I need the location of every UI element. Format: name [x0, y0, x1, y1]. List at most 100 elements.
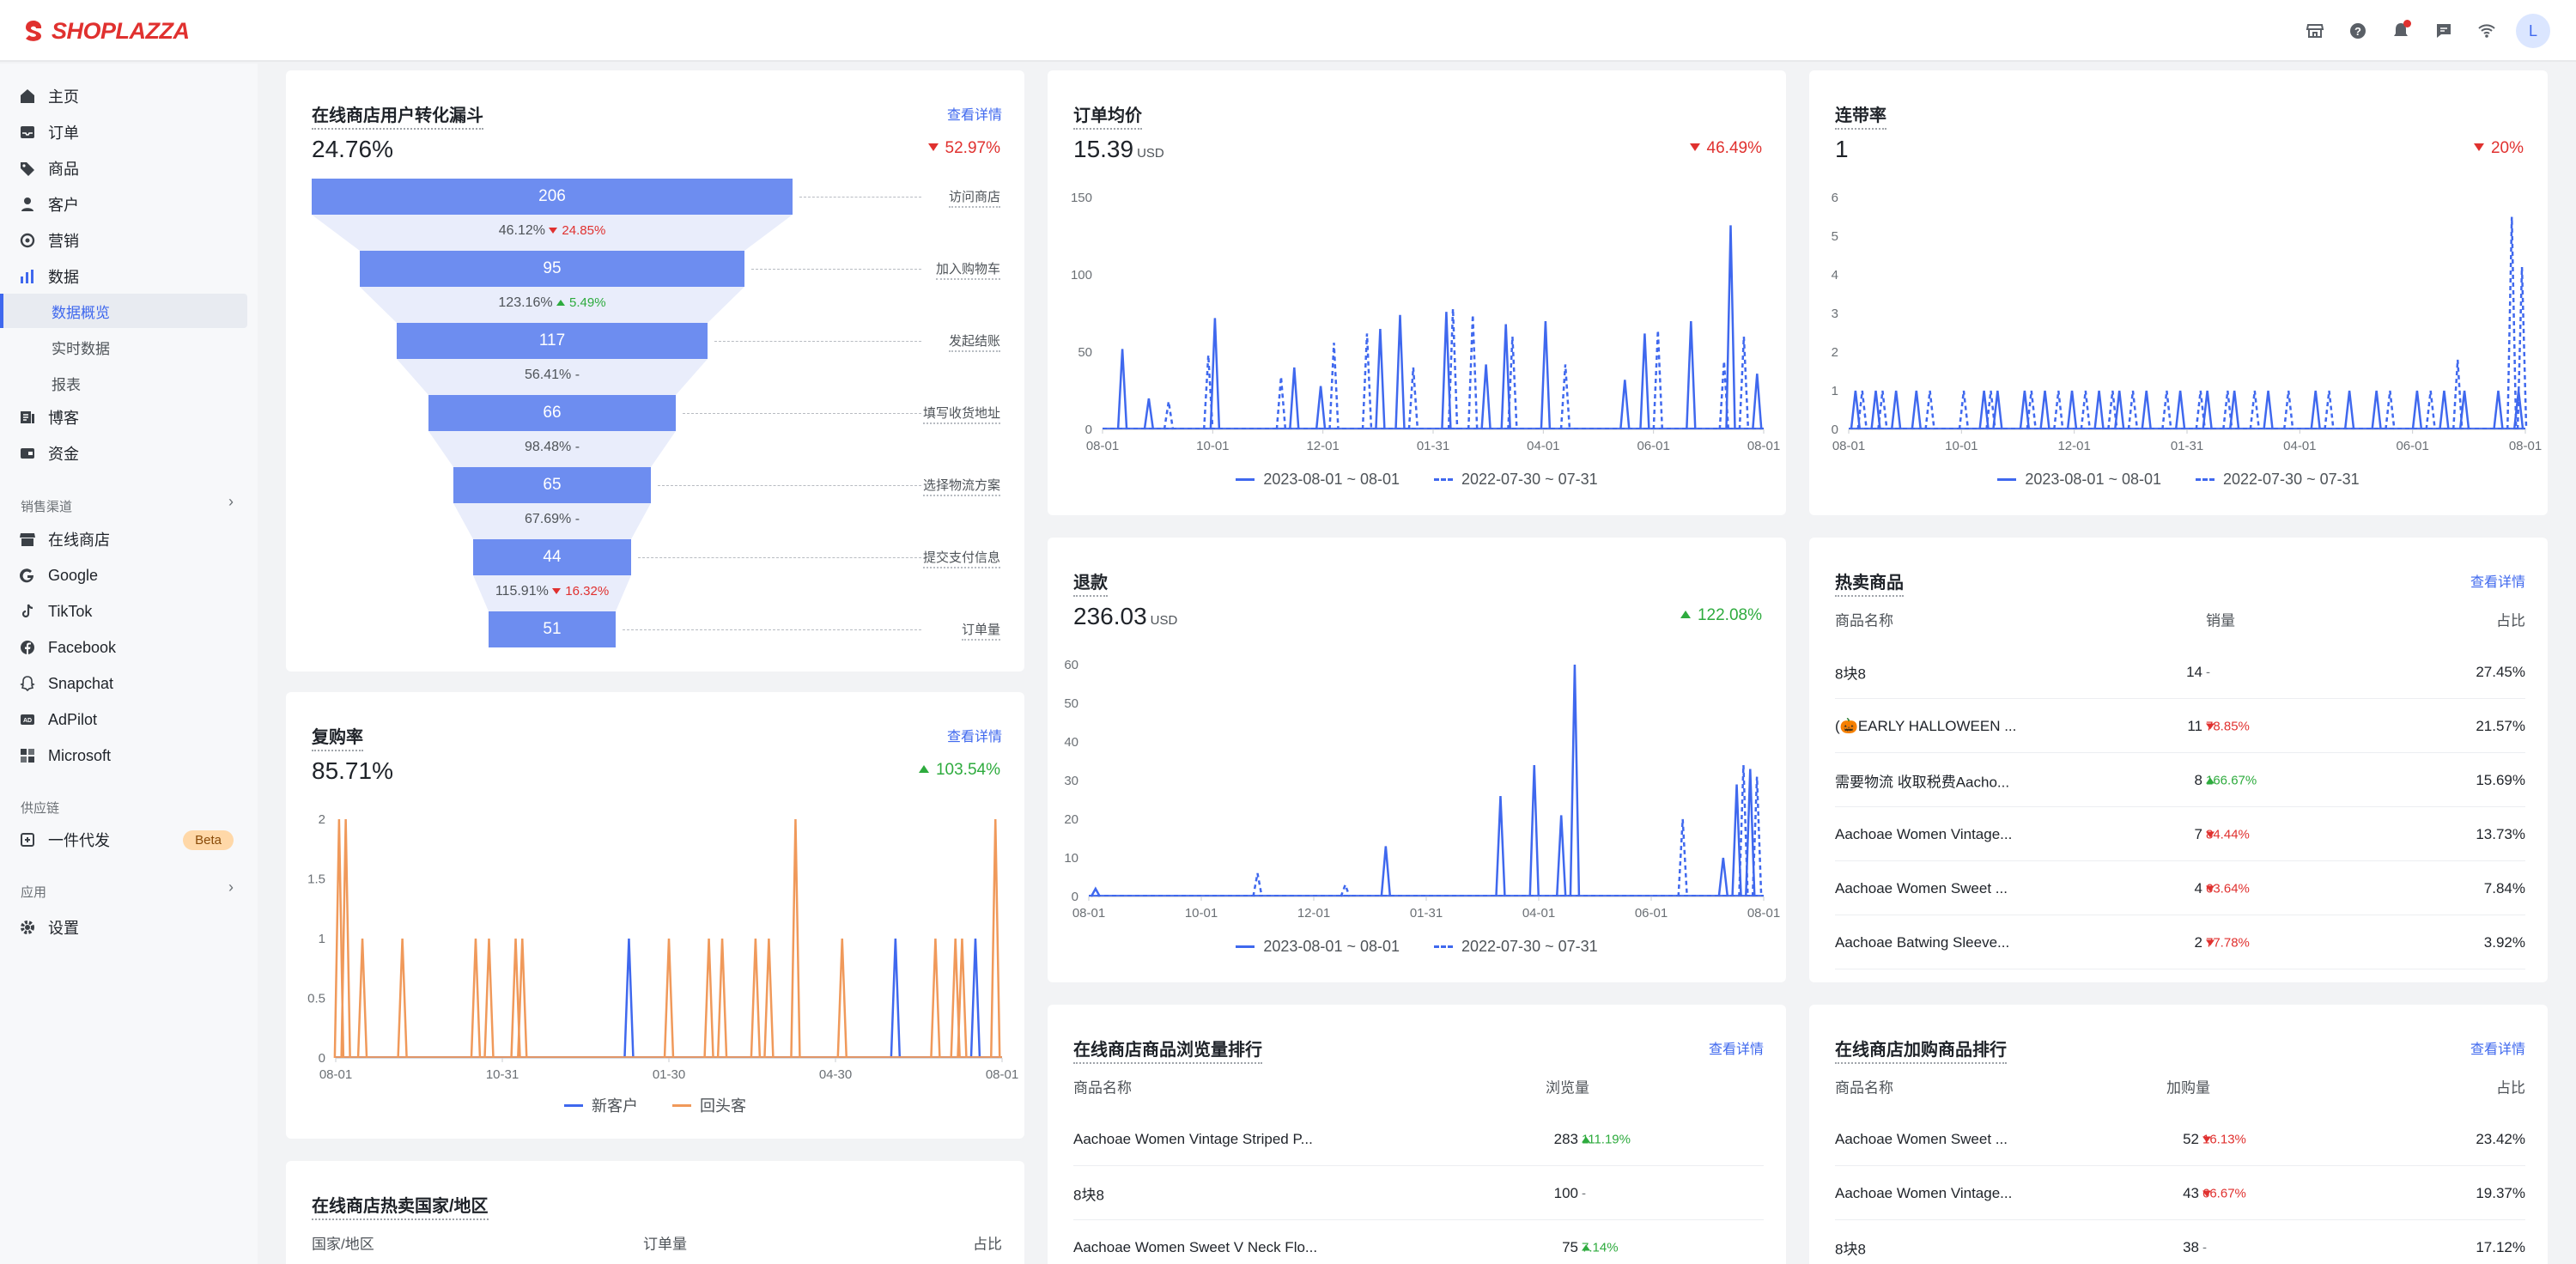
sidebar-item-customers[interactable]: 客户 [0, 187, 258, 222]
arrow-down-icon [2206, 939, 2215, 945]
sidebar: 主页 订单 商品 客户 营销 数据 数据概览 实时数据 报表 博客 资金 销售渠… [0, 64, 258, 1264]
series-peak [1677, 818, 1688, 897]
sidebar-sub-reports[interactable]: 报表 [52, 376, 81, 393]
repurchase-title[interactable]: 复购率 [312, 723, 363, 751]
sidebar-channel-microsoft[interactable]: Microsoft [0, 738, 258, 773]
table-row[interactable]: Aachoae Women Vintage Striped P... 283 111… [1073, 1113, 1764, 1166]
funnel-bar[interactable]: 66 [428, 395, 676, 431]
sidebar-channel-online-store[interactable]: 在线商店 [0, 522, 258, 556]
funnel-step-label: 加入购物车 [935, 259, 1000, 280]
series-peak [1528, 764, 1540, 897]
series-peak [2439, 390, 2450, 430]
y-tick-label: 1.5 [307, 872, 325, 887]
sidebar-item-home[interactable]: 主页 [0, 79, 258, 113]
help-icon[interactable]: ? [2344, 17, 2372, 45]
series-peak [2451, 359, 2464, 430]
funnel-bar[interactable]: 117 [397, 323, 708, 359]
series-peak [470, 938, 482, 1059]
series-peak [1163, 401, 1175, 430]
table-row[interactable]: Aachoae Batwing Sleeve... 2 77.78% 3.92% [1835, 916, 2525, 969]
table-row[interactable]: (🎃EARLY HALLOWEEN ... 11 78.85% 21.57% [1835, 700, 2525, 753]
table-row[interactable]: Aachoae Women Vintage... 7 84.44% 13.73% [1835, 808, 2525, 861]
sidebar-item-products[interactable]: 商品 [0, 151, 258, 185]
bell-icon[interactable] [2387, 17, 2415, 45]
sidebar-channel-google[interactable]: Google [0, 558, 258, 592]
y-tick-label: 40 [1064, 735, 1078, 750]
legend-previous-period[interactable]: 2022-07-30 ~ 07-31 [1434, 471, 1598, 489]
views-rank-view-details-link[interactable]: 查看详情 [1708, 1042, 1764, 1057]
y-tick-label: 20 [1064, 812, 1078, 827]
chevron-right-icon[interactable]: › [228, 878, 234, 896]
beta-badge: Beta [183, 830, 234, 850]
funnel-step-label: 提交支付信息 [922, 548, 1000, 568]
series-peak [1467, 314, 1479, 430]
refund-title[interactable]: 退款 [1073, 568, 1108, 597]
funnel-bar[interactable]: 95 [360, 251, 744, 287]
legend-previous-period[interactable]: 2022-07-30 ~ 07-31 [2196, 471, 2360, 489]
table-row[interactable]: 8块8 38-17.12% [1835, 1221, 2525, 1264]
aov-chart: 150 100 50 0 08-01 10-01 12-01 01-31 04-01 06-01 0… [1071, 191, 1780, 453]
sidebar-channel-tiktok[interactable]: TikTok [0, 594, 258, 629]
chevron-right-icon[interactable]: › [228, 493, 234, 510]
brand-logo[interactable]: SHOPLAZZA [21, 15, 190, 46]
legend-returning[interactable]: 回头客 [672, 1094, 746, 1116]
funnel-view-details-link[interactable]: 查看详情 [946, 108, 1002, 123]
table-row[interactable]: 8块8 100- [1073, 1167, 1764, 1220]
legend-current-period[interactable]: 2023-08-01 ~ 08-01 [1997, 471, 2161, 489]
store-icon[interactable] [2301, 17, 2329, 45]
funnel-leader-line [638, 557, 921, 558]
x-tick-label: 08-01 [1086, 439, 1119, 453]
sidebar-channel-facebook[interactable]: Facebook [0, 630, 258, 665]
notification-dot [2403, 20, 2411, 27]
table-row[interactable]: Aachoae Women Vintage... 43 66.67% 19.37% [1835, 1167, 2525, 1220]
sidebar-sub-overview[interactable]: 数据概览 [0, 294, 247, 328]
sidebar-sub-realtime[interactable]: 实时数据 [52, 340, 110, 357]
legend-current-period[interactable]: 2023-08-01 ~ 08-01 [1236, 471, 1400, 489]
countries-title[interactable]: 在线商店热卖国家/地区 [312, 1192, 489, 1220]
views-rank-title[interactable]: 在线商店商品浏览量排行 [1073, 1036, 1262, 1064]
funnel-bar[interactable]: 44 [473, 539, 631, 575]
svg-text:?: ? [2354, 25, 2361, 38]
arrow-down-icon [549, 228, 558, 234]
wifi-icon[interactable] [2473, 17, 2500, 45]
funnel-bar[interactable]: 65 [453, 467, 651, 503]
cart-rank-view-details-link[interactable]: 查看详情 [2470, 1042, 2525, 1057]
series-peak [2343, 390, 2355, 430]
ups-title[interactable]: 连带率 [1835, 101, 1886, 130]
sidebar-item-marketing[interactable]: 营销 [0, 223, 258, 258]
hot-products-title[interactable]: 热卖商品 [1835, 568, 1904, 597]
table-row[interactable]: Aachoae Women Sweet ... 52 16.13% 23.42% [1835, 1113, 2525, 1166]
sidebar-item-analytics[interactable]: 数据 [0, 259, 258, 294]
avatar[interactable]: L [2516, 14, 2550, 48]
quantity-value: 11 [2187, 717, 2202, 734]
sidebar-item-orders[interactable]: 订单 [0, 115, 258, 149]
funnel-title[interactable]: 在线商店用户转化漏斗 [312, 101, 483, 130]
legend-previous-period[interactable]: 2022-07-30 ~ 07-31 [1434, 938, 1598, 956]
legend-current-period[interactable]: 2023-08-01 ~ 08-01 [1236, 938, 1400, 956]
aov-title[interactable]: 订单均价 [1073, 101, 1142, 130]
series-peak [2371, 390, 2382, 430]
sidebar-channel-snapchat[interactable]: Snapchat [0, 666, 258, 701]
funnel-bar[interactable]: 51 [489, 611, 616, 647]
repurchase-view-details-link[interactable]: 查看详情 [946, 730, 1002, 744]
tag-icon [21, 162, 34, 176]
table-row[interactable]: Aachoae Women Sweet ... 4 63.64% 7.84% [1835, 862, 2525, 915]
refund-value: 236.03 USD [1073, 603, 1178, 629]
sidebar-item-finance[interactable]: 资金 [0, 436, 258, 471]
sidebar-item-dropship[interactable]: 一件代发 Beta [0, 823, 258, 857]
hot-products-view-details-link[interactable]: 查看详情 [2470, 575, 2525, 590]
legend-new-customer[interactable]: 新客户 [564, 1094, 638, 1116]
table-row[interactable]: 8块8 14-27.45% [1835, 646, 2525, 699]
sidebar-item-blog[interactable]: 博客 [0, 400, 258, 434]
cart-rank-title[interactable]: 在线商店加购商品排行 [1835, 1036, 2007, 1064]
google-icon [20, 568, 34, 583]
series-peak [1555, 815, 1567, 897]
funnel-bar[interactable]: 206 [312, 179, 793, 215]
sidebar-channel-adpilot[interactable]: AD AdPilot [0, 702, 258, 737]
table-row[interactable]: Aachoae Women Sweet V Neck Flo... 75 7.14% [1073, 1221, 1764, 1264]
table-row[interactable]: 需要物流 收取税费Aacho... 8 166.67% 15.69% [1835, 754, 2525, 807]
sidebar-item-settings[interactable]: 设置 [0, 910, 258, 945]
message-icon[interactable] [2430, 17, 2458, 45]
share-value: 27.45% [2476, 663, 2525, 680]
gear-icon [21, 921, 34, 934]
